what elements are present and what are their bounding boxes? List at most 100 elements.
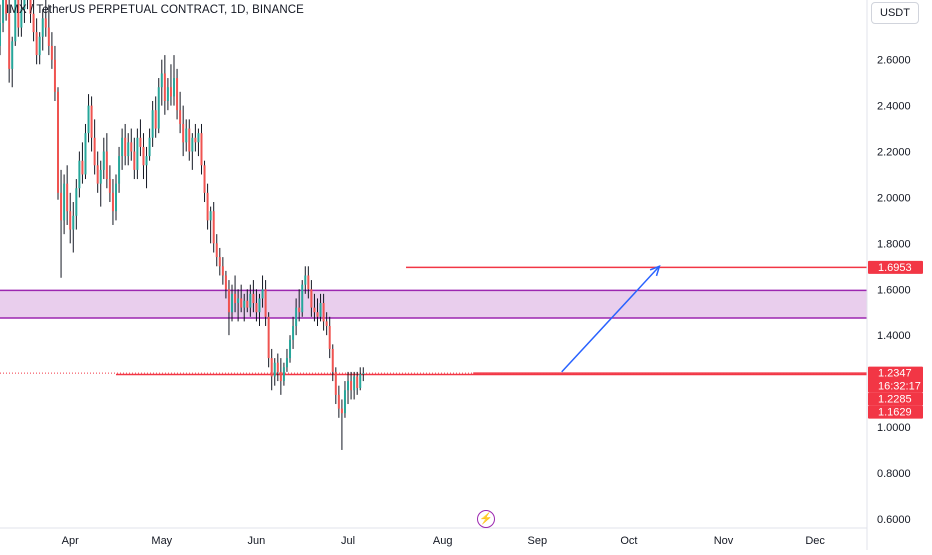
candle-body bbox=[124, 137, 127, 157]
candle-body bbox=[118, 156, 121, 184]
price-label-box bbox=[868, 392, 923, 406]
candle-body bbox=[340, 408, 343, 414]
time-tick-label: Dec bbox=[805, 535, 825, 547]
candle-body bbox=[14, 0, 17, 42]
candle-body bbox=[212, 211, 215, 244]
candle-body bbox=[2, 0, 5, 23]
candle-body bbox=[285, 358, 288, 368]
candle-body bbox=[133, 151, 136, 170]
candle-body bbox=[90, 105, 93, 138]
candle-body bbox=[20, 9, 23, 28]
candle-body bbox=[261, 289, 264, 299]
candle-body bbox=[194, 137, 197, 143]
price-tick-label: 0.8000 bbox=[877, 468, 911, 480]
candle-body bbox=[316, 312, 319, 317]
candle-body bbox=[99, 169, 102, 184]
candle-body bbox=[23, 0, 26, 10]
candle-body bbox=[350, 381, 353, 391]
candle-body bbox=[63, 183, 66, 221]
candle-body bbox=[273, 362, 276, 377]
candle-body bbox=[38, 36, 41, 56]
candle-body bbox=[295, 307, 298, 326]
price-label-box bbox=[868, 260, 923, 274]
candle-body bbox=[310, 289, 313, 308]
candle-body bbox=[29, 0, 32, 14]
candle-body bbox=[221, 266, 224, 276]
candle-body bbox=[343, 390, 346, 414]
candle-body bbox=[209, 211, 212, 221]
candle-body bbox=[200, 133, 203, 166]
currency-button[interactable]: USDT bbox=[871, 2, 919, 24]
candle-body bbox=[279, 371, 282, 382]
candle-body bbox=[304, 275, 307, 285]
candle-body bbox=[87, 105, 90, 134]
candle-body bbox=[148, 137, 151, 157]
time-tick-label: Aug bbox=[433, 535, 453, 547]
time-tick-label: Oct bbox=[620, 535, 637, 547]
candle-body bbox=[121, 137, 124, 157]
time-tick-label: Nov bbox=[714, 535, 734, 547]
time-tick-label: Jun bbox=[248, 535, 266, 547]
candle-body bbox=[5, 0, 8, 14]
candle-body bbox=[17, 0, 20, 28]
candle-body bbox=[246, 300, 249, 308]
candle-body bbox=[301, 284, 304, 313]
candle-body bbox=[234, 293, 237, 304]
candle-body bbox=[313, 307, 316, 313]
price-label: 1.2347 bbox=[878, 368, 912, 380]
candle-body bbox=[69, 211, 72, 230]
candle-body bbox=[145, 156, 148, 166]
candle-body bbox=[282, 367, 285, 382]
candle-body bbox=[139, 137, 142, 147]
time-tick-label: May bbox=[151, 535, 172, 547]
candle-body bbox=[169, 87, 172, 97]
candle-body bbox=[356, 376, 359, 388]
candle-body bbox=[252, 293, 255, 304]
time-tick-label: Sep bbox=[528, 535, 548, 547]
candle-body bbox=[218, 257, 221, 267]
price-label-countdown: 16:32:17 bbox=[878, 381, 921, 393]
candle-body bbox=[0, 22, 1, 46]
projection-arrow-line bbox=[561, 265, 660, 373]
candle-body bbox=[298, 307, 301, 313]
candle-body bbox=[191, 137, 194, 152]
candle-body bbox=[243, 300, 246, 308]
price-tick-label: 1.4000 bbox=[877, 330, 911, 342]
candle-body bbox=[60, 192, 63, 221]
candle-body bbox=[157, 87, 160, 129]
candle-body bbox=[84, 133, 87, 175]
candle-body bbox=[353, 376, 356, 391]
candle-body bbox=[50, 45, 53, 60]
candle-body bbox=[44, 18, 47, 28]
candle-body bbox=[334, 371, 337, 395]
candle-body bbox=[182, 123, 185, 143]
zone-rect bbox=[0, 290, 867, 318]
candle-body bbox=[276, 362, 279, 372]
candle-body bbox=[197, 133, 200, 143]
candle-body bbox=[11, 41, 14, 69]
candle-body bbox=[151, 110, 154, 138]
price-label-box bbox=[868, 366, 923, 393]
candle-body bbox=[166, 87, 169, 102]
candle-body bbox=[319, 303, 322, 317]
candle-body bbox=[359, 374, 362, 388]
price-label: 1.1629 bbox=[878, 407, 912, 419]
candle-body bbox=[173, 78, 176, 97]
price-tick-label: 2.4000 bbox=[877, 101, 911, 113]
price-tick-label: 1.0000 bbox=[877, 422, 911, 434]
lightning-bolt-icon[interactable]: ⚡ bbox=[477, 510, 495, 528]
price-tick-label: 2.2000 bbox=[877, 147, 911, 159]
price-tick-label: 2.0000 bbox=[877, 192, 911, 204]
candle-body bbox=[231, 293, 234, 313]
price-tick-label: 0.6000 bbox=[877, 514, 911, 526]
candle-body bbox=[185, 128, 188, 143]
candle-body bbox=[227, 289, 230, 313]
price-label: 1.2285 bbox=[878, 394, 912, 406]
candle-body bbox=[328, 325, 331, 349]
candle-body bbox=[102, 151, 105, 170]
candle-body bbox=[96, 165, 99, 184]
candle-body bbox=[8, 13, 11, 69]
candle-body bbox=[142, 146, 145, 166]
